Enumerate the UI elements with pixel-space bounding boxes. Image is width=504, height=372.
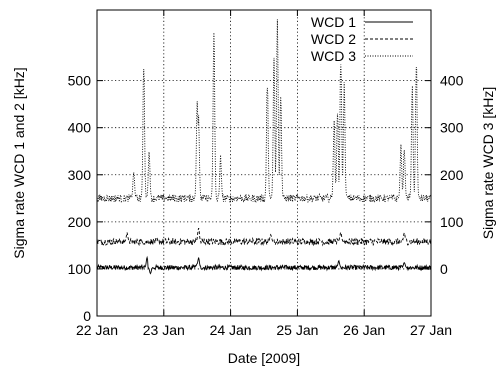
x-tick-label: 26 Jan — [343, 322, 385, 338]
y-left-tick-label: 0 — [83, 308, 91, 324]
y-right-tick-label: 100 — [440, 214, 464, 230]
y-right-tick-label: 400 — [440, 73, 464, 89]
x-axis-label: Date [2009] — [228, 350, 300, 366]
x-tick-label: 22 Jan — [76, 322, 118, 338]
x-tick-label: 27 Jan — [410, 322, 452, 338]
series-line-wcd-3 — [96, 19, 432, 204]
y-left-tick-label: 100 — [68, 261, 92, 277]
y-axis-right-label: Sigma rate WCD 3 [kHz] — [480, 87, 496, 239]
plot-frame — [96, 9, 432, 317]
tick-layer: 22 Jan 23 Jan 24 Jan 25 Jan 26 Jan 27 Jan 0 100… — [68, 10, 464, 338]
x-tick-label: 25 Jan — [276, 322, 318, 338]
y-left-tick-label: 400 — [68, 120, 92, 136]
x-tick-label: 23 Jan — [143, 322, 185, 338]
series-layer — [96, 19, 432, 275]
legend-label-wcd-3: WCD 3 — [311, 48, 356, 64]
y-left-tick-label: 500 — [68, 73, 92, 89]
y-right-tick-label: 200 — [440, 167, 464, 183]
y-right-tick-label: 0 — [440, 261, 448, 277]
y-axis-left-label: Sigma rate WCD 1 and 2 [kHz] — [11, 67, 27, 258]
y-left-tick-label: 200 — [68, 214, 92, 230]
y-right-tick-label: 300 — [440, 120, 464, 136]
y-left-tick-label: 300 — [68, 167, 92, 183]
x-tick-label: 24 Jan — [210, 322, 252, 338]
legend-label-wcd-1: WCD 1 — [311, 14, 356, 30]
legend-label-wcd-2: WCD 2 — [311, 31, 356, 47]
series-line-wcd-2 — [96, 228, 432, 247]
series-line-wcd-1 — [96, 255, 432, 275]
